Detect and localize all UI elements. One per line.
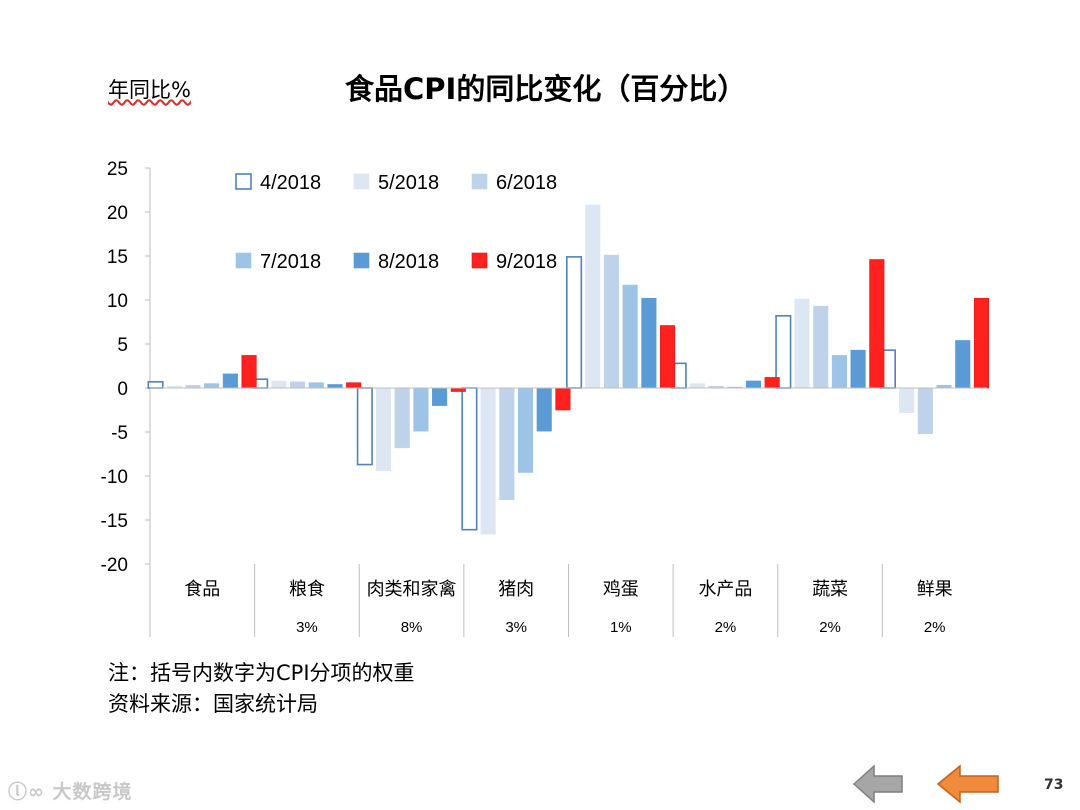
- legend-swatch: [471, 252, 488, 269]
- legend-label: 5/2018: [378, 172, 439, 194]
- bar: [290, 381, 306, 389]
- y-tick-label: -15: [101, 511, 128, 532]
- bar: [641, 297, 657, 389]
- legend-swatch: [235, 252, 252, 269]
- x-category-label: 猪肉: [498, 579, 534, 600]
- bar: [794, 298, 810, 389]
- bar: [241, 355, 257, 389]
- bar: [394, 387, 410, 449]
- bar: [850, 349, 866, 389]
- y-tick-label: 25: [107, 159, 128, 180]
- category-weight-label: 1%: [610, 619, 632, 636]
- bar: [973, 297, 989, 389]
- bar: [831, 355, 847, 389]
- bar: [204, 383, 220, 389]
- back-arrow-icon[interactable]: [852, 763, 904, 805]
- x-category-label: 鲜果: [917, 579, 953, 600]
- legend-swatch: [471, 173, 488, 190]
- x-category-label: 粮食: [289, 579, 325, 600]
- y-tick-label: 0: [117, 379, 128, 400]
- y-tick-label: -20: [101, 555, 128, 576]
- category-weight-label: 8%: [401, 619, 423, 636]
- watermark-text: 大数跨境: [52, 781, 133, 803]
- y-tick-label: 5: [117, 335, 128, 356]
- category-weight-label: 3%: [505, 619, 527, 636]
- bar: [271, 380, 287, 389]
- bar: [499, 387, 515, 501]
- legend-label: 7/2018: [260, 251, 321, 273]
- bar: [536, 387, 552, 432]
- bar: [450, 387, 466, 392]
- x-category-label: 食品: [184, 579, 220, 600]
- y-tick-label: 10: [107, 291, 128, 312]
- bar: [555, 387, 571, 411]
- previous-arrow-icon[interactable]: [936, 763, 1000, 805]
- x-category-label: 肉类和家禽: [367, 579, 457, 600]
- legend-label: 4/2018: [260, 172, 321, 194]
- bar: [432, 387, 448, 406]
- bar: [689, 383, 705, 389]
- bar: [764, 377, 780, 389]
- bar: [346, 382, 362, 389]
- category-weight-label: 2%: [924, 619, 946, 636]
- bar: [603, 254, 620, 389]
- x-category-label: 蔬菜: [812, 579, 848, 600]
- x-category-label: 水产品: [698, 579, 752, 600]
- weight-note: 注：括号内数字为CPI分项的权重: [108, 661, 415, 685]
- legend-swatch: [353, 252, 370, 269]
- legend-label: 6/2018: [496, 172, 557, 194]
- y-tick-label: 15: [107, 247, 128, 268]
- bar: [327, 384, 343, 389]
- legend-label: 9/2018: [496, 251, 557, 273]
- chart-title: 食品CPI的同比变化（百分比）: [345, 72, 747, 106]
- bar: [869, 259, 885, 389]
- bar: [413, 387, 429, 432]
- bar: [222, 373, 238, 389]
- watermark-logo-icon: ⓛ∞: [8, 781, 53, 803]
- bar: [585, 204, 601, 389]
- source-note: 资料来源：国家统计局: [108, 692, 318, 716]
- bar: [622, 284, 638, 389]
- y-axis-unit-label: 年同比%: [108, 78, 191, 102]
- bar: [461, 387, 478, 531]
- bar: [955, 340, 971, 389]
- bar: [745, 380, 762, 389]
- bar: [480, 387, 496, 535]
- legend-swatch: [235, 173, 252, 190]
- bar: [899, 387, 915, 413]
- legend-swatch: [353, 173, 370, 190]
- category-weight-label: 2%: [819, 619, 841, 636]
- y-tick-label: -5: [111, 423, 128, 444]
- notes: 注：括号内数字为CPI分项的权重 资料来源：国家统计局: [108, 658, 415, 720]
- bar: [813, 305, 829, 389]
- bar: [566, 256, 583, 389]
- bar: [917, 387, 933, 435]
- category-weight-label: 2%: [715, 619, 737, 636]
- bar: [356, 387, 373, 466]
- bar: [147, 381, 164, 389]
- bar: [660, 325, 676, 389]
- x-category-label: 鸡蛋: [603, 579, 639, 600]
- y-tick-label: 20: [107, 203, 128, 224]
- bar: [375, 387, 392, 472]
- previous-arrow-shape: [936, 764, 999, 804]
- y-tick-label: -10: [101, 467, 128, 488]
- bar: [308, 382, 324, 389]
- page-number: 73: [1044, 777, 1064, 793]
- back-arrow-shape: [852, 764, 903, 804]
- bar: [517, 387, 534, 473]
- category-weight-label: 3%: [296, 619, 318, 636]
- legend-label: 8/2018: [378, 251, 439, 273]
- watermark: ⓛ∞ 大数跨境: [8, 777, 132, 804]
